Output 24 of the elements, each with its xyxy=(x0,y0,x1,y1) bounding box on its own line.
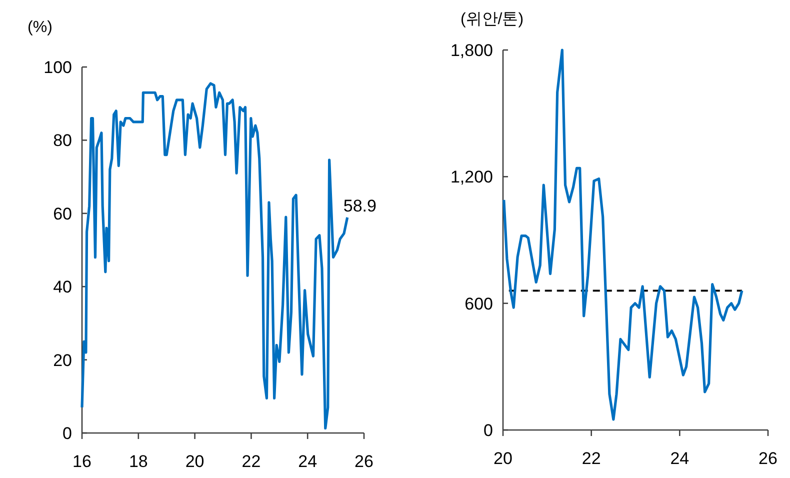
y-tick-label: 100 xyxy=(44,58,72,77)
y-tick-label: 60 xyxy=(53,204,72,224)
y-tick-label: 1,800 xyxy=(450,41,493,60)
y-tick-label: 80 xyxy=(53,131,72,150)
x-tick-label: 22 xyxy=(582,449,601,468)
y-tick-label: 0 xyxy=(484,421,493,440)
y-tick-label: 40 xyxy=(53,278,72,297)
y-tick-label: 600 xyxy=(464,294,493,314)
x-tick-label: 20 xyxy=(494,449,512,468)
x-tick-label: 26 xyxy=(354,452,374,471)
annotation: 58.9 xyxy=(343,196,376,216)
x-tick-label: 24 xyxy=(298,452,318,471)
y-axis-title: (%) xyxy=(28,19,52,36)
y-axis-title: (위안/톤) xyxy=(460,11,524,28)
x-tick-label: 22 xyxy=(242,452,261,471)
x-tick-label: 20 xyxy=(185,452,204,471)
y-tick-label: 20 xyxy=(53,350,72,370)
line-series xyxy=(502,48,744,421)
x-tick-label: 26 xyxy=(758,449,778,468)
y-tick-label: 0 xyxy=(62,424,72,443)
y-tick-label: 1,200 xyxy=(450,168,493,187)
x-tick-label: 18 xyxy=(128,452,148,471)
x-tick-label: 24 xyxy=(670,449,690,468)
x-tick-label: 16 xyxy=(72,452,92,471)
